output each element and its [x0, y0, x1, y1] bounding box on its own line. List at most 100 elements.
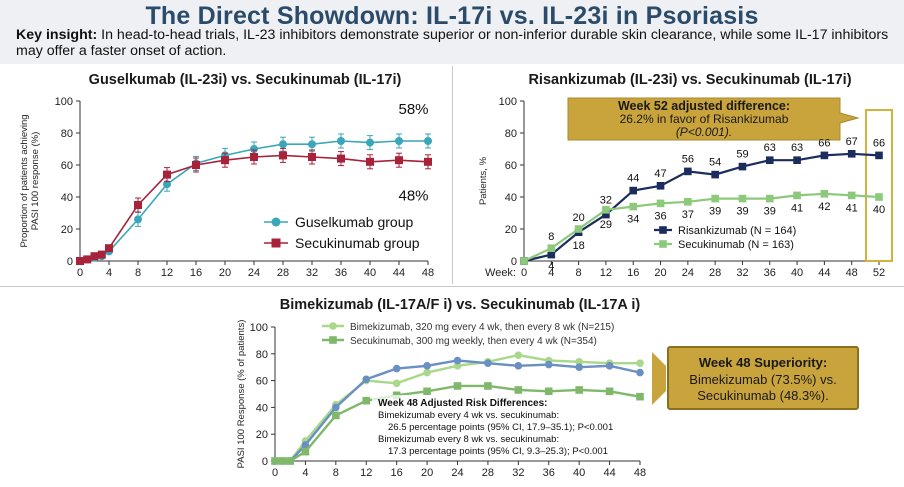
chart1-ylabel-line: Proportion of patients achieving — [19, 114, 30, 247]
chart3-ylabel: PASI 100 Response (% of patients) — [236, 320, 247, 469]
chart1-point — [90, 252, 99, 261]
chart2-point — [793, 191, 801, 200]
chart2-data-label: 40 — [873, 204, 885, 216]
chart1-point — [366, 138, 374, 147]
chart3-risk-line1: Bimekizumab every 4 wk vs. secukinumab: — [378, 410, 559, 421]
chart2-week52-highlight — [865, 109, 893, 262]
chart1-point — [163, 180, 171, 189]
chart1-point — [76, 257, 84, 265]
chart2-data-label: 42 — [818, 201, 830, 213]
chart3-risk-line4: 17.3 percentage points (95% CI, 9.3–25.3… — [388, 446, 608, 457]
chart3-ytick-label: 0 — [262, 456, 268, 468]
chart2-xtick-label: 20 — [654, 267, 666, 279]
chart1-xtick-label: 44 — [393, 267, 405, 279]
chart3-point — [301, 447, 310, 456]
chart3-point — [271, 457, 279, 465]
chart2-point — [765, 156, 774, 164]
chart2-callout-title: Week 52 adjusted difference: — [618, 99, 790, 113]
chart2-point — [629, 202, 638, 211]
chart3-title: Bimekizumab (IL-17A/F i) vs. Secukinumab… — [280, 297, 641, 313]
chart1-point — [279, 140, 287, 149]
chart3-xtick-label: 8 — [333, 467, 339, 479]
chart1-point — [250, 153, 258, 161]
chart2-point — [684, 198, 692, 206]
chart2-data-label: 41 — [791, 202, 803, 214]
chart2-ytick-label: 80 — [505, 128, 517, 140]
chart1-legend-label: Secukinumab group — [295, 235, 420, 251]
chart2-legend-marker — [659, 226, 667, 234]
chart3-xtick-label: 32 — [512, 467, 524, 479]
chart1-ytick-label: 80 — [61, 128, 73, 140]
chart3-point — [636, 392, 644, 401]
chart2-point — [547, 244, 556, 252]
chart3-point — [423, 362, 431, 370]
chart2-series-line — [523, 152, 880, 263]
chart2-point — [820, 190, 829, 198]
chart2-legend-marker — [659, 240, 667, 248]
chart3-xtick-label: 28 — [482, 467, 494, 479]
chart1-xtick-label: 32 — [306, 267, 318, 279]
chart2-data-label: 39 — [736, 206, 748, 218]
chart2-xtick-label: 28 — [709, 267, 721, 279]
chart1-point — [395, 156, 403, 165]
chart2-ytick-label: 40 — [505, 192, 517, 204]
chart3-xtick-label: 36 — [543, 467, 555, 479]
chart1-point — [366, 157, 374, 166]
chart2-point — [875, 193, 883, 201]
chart3-point — [605, 362, 614, 370]
chart2-point — [684, 167, 692, 176]
chart2-xtick-label: 24 — [682, 267, 694, 279]
chart2-data-label: 37 — [682, 209, 694, 221]
chart2-xtick-label: 52 — [873, 267, 885, 279]
chart3-point — [392, 379, 401, 388]
chart2-point — [738, 162, 747, 171]
chart1-ytick-label: 0 — [67, 256, 73, 268]
chart2-callout-line1: 26.2% in favor of Risankizumab — [620, 112, 789, 126]
chart1-ylabel: Proportion of patients achievingPASI 100… — [19, 114, 41, 247]
chart2-data-label: 59 — [736, 149, 748, 161]
chart3-ytick-label: 40 — [256, 402, 268, 414]
chart3-callout-line1: Bimekizumab (73.5%) vs. — [689, 372, 836, 387]
chart1-point — [337, 154, 345, 163]
chart2-xtick-label: 44 — [818, 267, 830, 279]
chart1-xtick-label: 36 — [335, 267, 347, 279]
chart2-point — [847, 191, 856, 200]
chart2-xtick-label: 40 — [791, 267, 803, 279]
chart1-point — [221, 156, 229, 165]
chart1-point — [134, 201, 142, 209]
chart2-data-label: 66 — [873, 137, 885, 149]
chart2-xtick-label: 8 — [576, 267, 582, 279]
chart2-xtick-label: 48 — [846, 267, 858, 279]
chart3-point — [362, 396, 371, 405]
chart2-point — [711, 194, 719, 203]
chart2-xtick-label: 0 — [521, 267, 527, 279]
chart2-data-label: 41 — [846, 202, 858, 214]
chart2-point — [656, 182, 665, 190]
chart2-xtick-label: 36 — [764, 267, 776, 279]
chart2-point — [602, 206, 610, 214]
chart3-risk-title: Week 48 Adjusted Risk Differences: — [378, 398, 548, 409]
chart2-data-label: 67 — [846, 136, 858, 148]
chart2-point — [765, 194, 774, 203]
chart1-annotation: 58% — [398, 101, 428, 118]
chart3-xtick-label: 20 — [421, 467, 433, 479]
chart3-risk-line2: 26.5 percentage points (95% CI, 17.9–35.… — [388, 422, 613, 433]
chart2-data-label: 36 — [654, 210, 666, 222]
chart3-point — [332, 403, 340, 412]
chart2-data-label: 63 — [791, 142, 803, 154]
chart1-xtick-label: 24 — [248, 267, 260, 279]
chart2-xtick-label: 4 — [548, 267, 554, 279]
chart1-point — [97, 250, 106, 259]
chart2-point — [711, 170, 719, 179]
insight-label: Key insight: — [16, 27, 98, 43]
chart3-point — [332, 411, 340, 420]
chart1-point — [134, 215, 142, 224]
chart1-ytick-label: 40 — [61, 192, 73, 204]
chart2-data-label: 47 — [654, 168, 666, 180]
chart3-xtick-label: 16 — [391, 467, 403, 479]
header: The Direct Showdown: IL-17i vs. IL-23i i… — [0, 0, 904, 64]
insight-text: In head-to-head trials, IL-23 inhibitors… — [16, 27, 889, 59]
chart3-point — [514, 351, 523, 359]
chart3-callout-line2: Secukinumab (48.3%). — [697, 388, 829, 403]
